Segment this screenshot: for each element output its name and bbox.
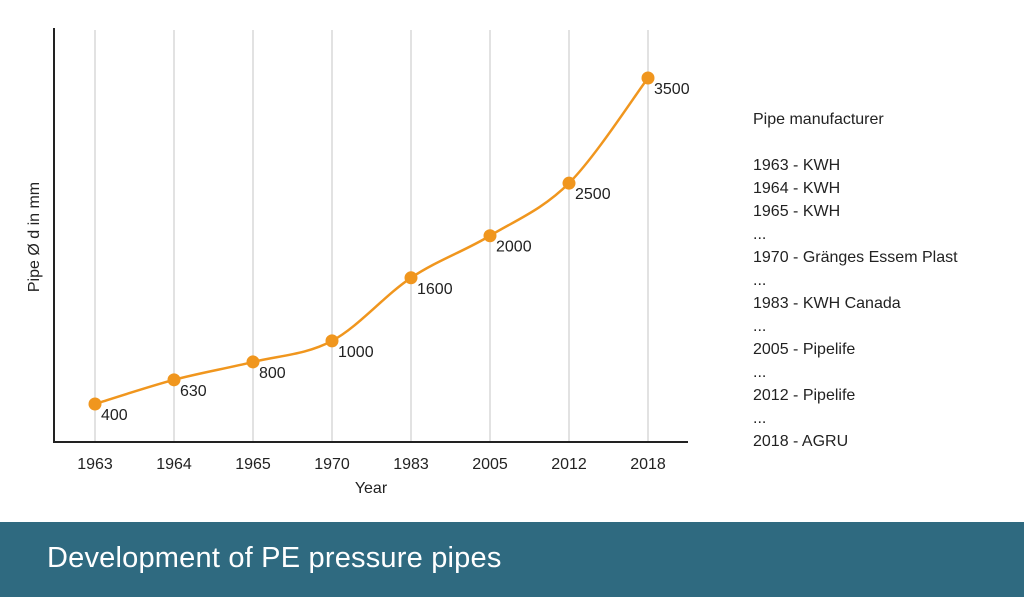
manufacturer-ellipsis: ... [753,272,767,289]
data-label: 400 [101,407,128,424]
data-label: 1600 [417,281,453,298]
data-point [167,373,181,387]
x-tick-label: 1963 [77,456,113,473]
manufacturer-list: Pipe manufacturer 1963 - KWH 1964 - KWH … [753,108,1018,453]
data-label: 630 [180,383,207,400]
manufacturer-item: 1965 - KWH [753,203,841,220]
data-point [246,355,260,369]
x-axis-title: Year [355,480,388,497]
manufacturer-item: 1963 - KWH [753,157,841,174]
data-point [483,229,497,243]
data-point [404,271,418,285]
chart-svg: 400 630 800 1000 1600 2000 2500 3500 1963 1964 196… [26,28,690,497]
manufacturer-item: 2018 - AGRU [753,433,849,450]
x-tick-label: 2018 [630,456,666,473]
footer-title: Development of PE pressure pipes [47,542,502,574]
data-point [88,397,102,411]
manufacturer-ellipsis: ... [753,364,767,381]
manufacturer-ellipsis: ... [753,226,767,243]
manufacturer-item: 1964 - KWH [753,180,841,197]
x-tick-label: 1965 [235,456,271,473]
data-point [641,71,655,85]
chart: 400 630 800 1000 1600 2000 2500 3500 1963 1964 196… [26,28,690,497]
x-tick-label: 1964 [156,456,192,473]
manufacturer-list-title: Pipe manufacturer [753,111,884,128]
data-label: 2500 [575,186,611,203]
manufacturer-ellipsis: ... [753,410,767,427]
footer-banner: Development of PE pressure pipes [0,522,1024,597]
manufacturer-item: 1970 - Gränges Essem Plast [753,249,958,266]
data-point [325,334,339,348]
x-tick-label: 1983 [393,456,429,473]
manufacturer-item: 2012 - Pipelife [753,387,856,404]
x-tick-label: 1970 [314,456,350,473]
data-point [562,176,576,190]
data-label: 1000 [338,344,374,361]
data-label: 800 [259,365,286,382]
y-axis-title: Pipe Ø d in mm [26,182,43,292]
x-tick-label: 2005 [472,456,508,473]
x-tick-label: 2012 [551,456,587,473]
data-label: 2000 [496,239,532,256]
manufacturer-ellipsis: ... [753,318,767,335]
manufacturer-item: 2005 - Pipelife [753,341,856,358]
data-label: 3500 [654,81,690,98]
manufacturer-item: 1983 - KWH Canada [753,295,901,312]
